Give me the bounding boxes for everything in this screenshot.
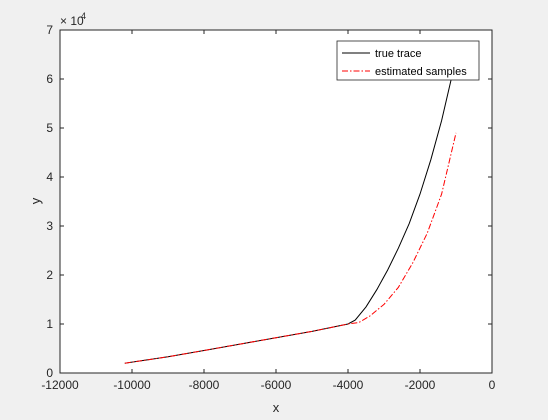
x-tick-label: 0: [489, 378, 496, 392]
y-tick-label: 5: [46, 121, 53, 135]
y-exponent-power: 4: [81, 11, 86, 21]
y-tick-label: 2: [46, 268, 53, 282]
y-exponent-base: × 10: [60, 14, 84, 28]
legend: true trace estimated samples: [336, 40, 480, 81]
y-tick-label: 7: [46, 23, 53, 37]
series-layer: [124, 73, 457, 364]
y-axis: 0 1 2 3 4 5 6 7: [46, 23, 492, 380]
series-line-1: [124, 132, 457, 364]
plot-area: [60, 30, 492, 373]
y-tick-label: 3: [46, 219, 53, 233]
legend-label-true-trace: true trace: [375, 48, 421, 60]
legend-box: [336, 40, 480, 81]
legend-label-estimated-samples: estimated samples: [375, 66, 467, 78]
y-tick-label: 1: [46, 317, 53, 331]
y-tick-label: 0: [46, 366, 53, 380]
x-tick-label: -4000: [333, 378, 364, 392]
x-tick-label: -12000: [41, 378, 79, 392]
x-tick-label: -2000: [405, 378, 436, 392]
x-tick-label: -8000: [189, 378, 220, 392]
x-tick-label: -6000: [261, 378, 292, 392]
x-axis-label: x: [273, 400, 280, 415]
y-tick-label: 4: [46, 170, 53, 184]
y-tick-label: 6: [46, 72, 53, 86]
x-tick-label: -10000: [113, 378, 151, 392]
y-axis-label: y: [28, 197, 43, 204]
x-axis: -12000 -10000 -8000 -6000 -4000 -2000 0: [41, 30, 496, 392]
